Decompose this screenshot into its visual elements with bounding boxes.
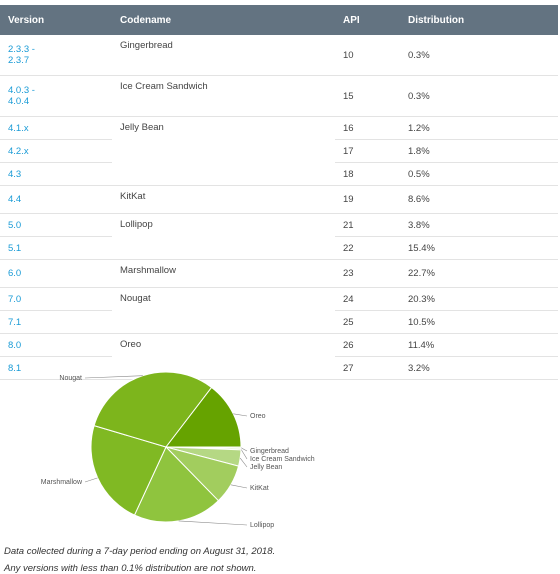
pie-slice — [90, 425, 167, 516]
table-row: 5.1 22 15.4% — [0, 236, 558, 260]
table-row: 4.0.3 - 4.0.4 Ice Cream Sandwich 15 0.3% — [0, 75, 558, 117]
version-link[interactable]: 5.0 — [0, 213, 112, 237]
version-link[interactable]: 4.2.x — [0, 139, 112, 163]
distribution: 0.3% — [400, 35, 558, 76]
api-level: 25 — [335, 310, 400, 334]
codename: Nougat — [112, 287, 335, 334]
api-level: 19 — [335, 185, 400, 214]
table-row: 4.4 KitKat 19 8.6% — [0, 185, 558, 214]
slice-label: Ice Cream Sandwich — [250, 456, 315, 463]
table-row: 4.3 18 0.5% — [0, 162, 558, 186]
distribution: 3.2% — [400, 356, 558, 380]
leader-line — [230, 484, 248, 489]
api-level: 10 — [335, 35, 400, 76]
column-header: Version — [0, 5, 112, 35]
table-row: 7.1 25 10.5% — [0, 310, 558, 334]
codename: Marshmallow — [112, 259, 335, 288]
version-link[interactable]: 8.0 — [0, 333, 112, 357]
api-level: 16 — [335, 116, 400, 140]
pie-slice — [133, 446, 220, 523]
footnote: Data collected during a 7-day period end… — [4, 546, 276, 557]
version-link[interactable]: 5.1 — [0, 236, 112, 260]
codename: Oreo — [112, 333, 335, 380]
table-row: 2.3.3 - 2.3.7 Gingerbread 10 0.3% — [0, 35, 558, 76]
distribution: 0.5% — [400, 162, 558, 186]
distribution: 0.3% — [400, 75, 558, 117]
leader-line — [240, 448, 248, 460]
distribution: 10.5% — [400, 310, 558, 334]
table-row: 7.0 Nougat 24 20.3% — [0, 287, 558, 334]
slice-label: Nougat — [59, 375, 82, 382]
footnote: Any versions with less than 0.1% distrib… — [4, 563, 257, 574]
codename: Ice Cream Sandwich — [112, 75, 335, 117]
slice-label: KitKat — [250, 485, 269, 492]
version-link[interactable]: 4.3 — [0, 162, 112, 186]
table-row: 5.0 Lollipop 21 3.8% — [0, 213, 558, 260]
distribution: 1.8% — [400, 139, 558, 163]
leader-line — [233, 413, 248, 417]
table-row: 8.1 27 3.2% — [0, 356, 558, 380]
slice-label: Lollipop — [250, 522, 274, 529]
version-link[interactable]: 7.1 — [0, 310, 112, 334]
api-level: 21 — [335, 213, 400, 237]
codename: Jelly Bean — [112, 116, 335, 186]
api-level: 17 — [335, 139, 400, 163]
distribution-table: Version Codename API Distribution 2.3.3 - 2.… — [0, 5, 558, 380]
table-row: 6.0 Marshmallow 23 22.7% — [0, 259, 558, 288]
codename: KitKat — [112, 185, 335, 214]
api-level: 23 — [335, 259, 400, 288]
api-level: 24 — [335, 287, 400, 311]
table-row: 8.0 Oreo 26 11.4% — [0, 333, 558, 380]
distribution: 1.2% — [400, 116, 558, 140]
slice-label: Oreo — [250, 413, 266, 420]
header-row: Version Codename API Distribution — [0, 5, 558, 35]
api-level: 18 — [335, 162, 400, 186]
version-link[interactable]: 6.0 — [0, 259, 112, 288]
distribution: 8.6% — [400, 185, 558, 214]
codename: Lollipop — [112, 213, 335, 260]
distribution: 11.4% — [400, 333, 558, 357]
column-header: Codename — [112, 5, 335, 35]
leader-line — [240, 447, 248, 452]
table-row: 4.2.x 17 1.8% — [0, 139, 558, 163]
leader-line — [178, 520, 248, 526]
version-link[interactable]: 2.3.3 - 2.3.7 — [0, 35, 112, 76]
column-header: Distribution — [400, 5, 558, 35]
pie-slice — [93, 371, 213, 448]
distribution: 20.3% — [400, 287, 558, 311]
api-level: 27 — [335, 356, 400, 380]
version-link[interactable]: 4.4 — [0, 185, 112, 214]
api-level: 15 — [335, 75, 400, 117]
distribution: 3.8% — [400, 213, 558, 237]
leader-line — [84, 477, 98, 483]
distribution: 15.4% — [400, 236, 558, 260]
codename: Gingerbread — [112, 35, 335, 76]
version-link[interactable]: 4.0.3 - 4.0.4 — [0, 75, 112, 117]
distribution: 22.7% — [400, 259, 558, 288]
leader-line — [239, 457, 248, 468]
slice-label: Jelly Bean — [250, 464, 282, 471]
api-level: 22 — [335, 236, 400, 260]
slice-label: Gingerbread — [250, 448, 289, 455]
version-link[interactable]: 8.1 — [0, 356, 112, 380]
slice-label: Marshmallow — [41, 479, 83, 486]
leader-line — [84, 375, 143, 379]
version-link[interactable]: 4.1.x — [0, 116, 112, 140]
api-level: 26 — [335, 333, 400, 357]
table-row: 4.1.x Jelly Bean 16 1.2% — [0, 116, 558, 186]
column-header: API — [335, 5, 400, 35]
version-link[interactable]: 7.0 — [0, 287, 112, 311]
